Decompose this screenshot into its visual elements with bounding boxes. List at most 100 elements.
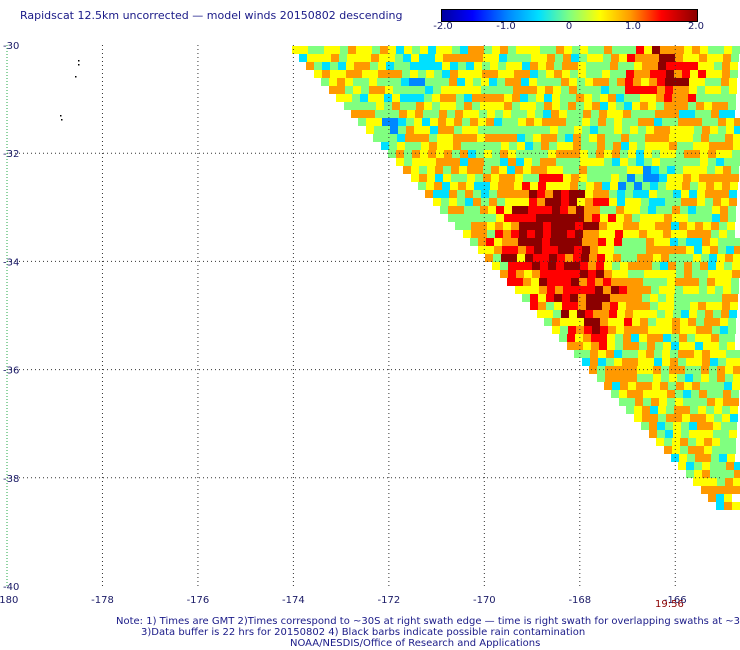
swath-cell	[697, 78, 705, 86]
swath-cell	[700, 382, 708, 390]
swath-cell	[509, 142, 517, 150]
swath-cell	[544, 214, 552, 222]
swath-cell	[537, 190, 545, 198]
swath-cell	[497, 78, 505, 86]
swath-cell	[688, 102, 696, 110]
swath-cell	[517, 254, 525, 262]
swath-cell	[614, 118, 622, 126]
swath-cell	[640, 102, 648, 110]
swath-cell	[551, 230, 559, 238]
swath-cell	[679, 222, 687, 230]
swath-cell	[712, 102, 720, 110]
swath-cell	[471, 110, 479, 118]
swath-cell	[638, 358, 646, 366]
swath-cell	[630, 358, 638, 366]
swath-cell	[614, 350, 622, 358]
swath-cell	[500, 158, 508, 166]
swath-cell	[643, 278, 651, 286]
swath-cell	[699, 278, 707, 286]
swath-cell	[532, 150, 540, 158]
swath-cell	[591, 230, 599, 238]
swath-cell	[536, 102, 544, 110]
swath-cell	[659, 286, 667, 294]
swath-cell	[391, 110, 399, 118]
lat-tick-label: -38	[3, 474, 19, 485]
swath-cell	[577, 198, 585, 206]
swath-cell	[597, 374, 605, 382]
swath-cell	[731, 54, 739, 62]
swath-cell	[627, 166, 635, 174]
swath-cell	[695, 342, 703, 350]
swath-cell	[645, 254, 653, 262]
swath-cell	[340, 46, 348, 54]
swath-cell	[624, 318, 632, 326]
swath-cell	[566, 238, 574, 246]
swath-cell	[546, 182, 554, 190]
swath-cell	[590, 126, 598, 134]
swath-cell	[687, 110, 695, 118]
swath-cell	[713, 86, 721, 94]
swath-cell	[515, 166, 523, 174]
swath-cell	[428, 46, 436, 54]
swath-cell	[706, 302, 714, 310]
swath-cell	[548, 270, 556, 278]
swath-cell	[558, 118, 566, 126]
swath-cell	[678, 246, 686, 254]
swath-cell	[482, 182, 490, 190]
swath-cell	[670, 246, 678, 254]
swath-cell	[438, 118, 446, 126]
swath-cell	[676, 46, 684, 54]
swath-cell	[473, 198, 481, 206]
swath-cell	[595, 286, 603, 294]
swath-cell	[673, 310, 681, 318]
swath-cell	[616, 326, 624, 334]
swath-cell	[436, 46, 444, 54]
swath-cell	[722, 414, 730, 422]
swath-cell	[570, 70, 578, 78]
swath-cell	[549, 134, 557, 142]
swath-cell	[649, 86, 657, 94]
swath-cell	[307, 54, 315, 62]
swath-cell	[626, 406, 634, 414]
swath-cell	[526, 246, 534, 254]
swath-cell	[638, 350, 646, 358]
swath-cell	[582, 238, 590, 246]
swath-cell	[653, 366, 661, 374]
swath-cell	[560, 102, 568, 110]
swath-cell	[559, 334, 567, 342]
map-grid	[6, 45, 723, 586]
swath-cell	[578, 62, 586, 70]
swath-cell	[634, 414, 642, 422]
swath-cell	[586, 70, 594, 78]
swath-cell	[487, 230, 495, 238]
swath-cell	[726, 462, 734, 470]
swath-cell	[330, 70, 338, 78]
swath-cell	[410, 62, 418, 70]
swath-cell	[454, 126, 462, 134]
swath-cell	[733, 254, 740, 262]
swath-cell	[720, 102, 728, 110]
swath-cell	[584, 94, 592, 102]
swath-cell	[525, 134, 533, 142]
swath-cell	[511, 230, 519, 238]
swath-cell	[573, 134, 581, 142]
swath-cell	[624, 214, 632, 222]
swath-cell	[666, 182, 674, 190]
swath-cell	[554, 302, 562, 310]
swath-cell	[508, 158, 516, 166]
swath-cell	[592, 206, 600, 214]
swath-cell	[419, 166, 427, 174]
swath-cell	[539, 166, 547, 174]
swath-cell	[716, 502, 724, 510]
swath-cell	[511, 222, 519, 230]
swath-cell	[567, 334, 575, 342]
swath-cell	[542, 126, 550, 134]
swath-cell	[606, 246, 614, 254]
swath-cell	[664, 94, 672, 102]
swath-cell	[681, 422, 689, 430]
swath-cell	[470, 118, 478, 126]
swath-cell	[422, 118, 430, 126]
swath-cell	[702, 358, 710, 366]
swath-cell	[626, 182, 634, 190]
swath-cell	[632, 318, 640, 326]
